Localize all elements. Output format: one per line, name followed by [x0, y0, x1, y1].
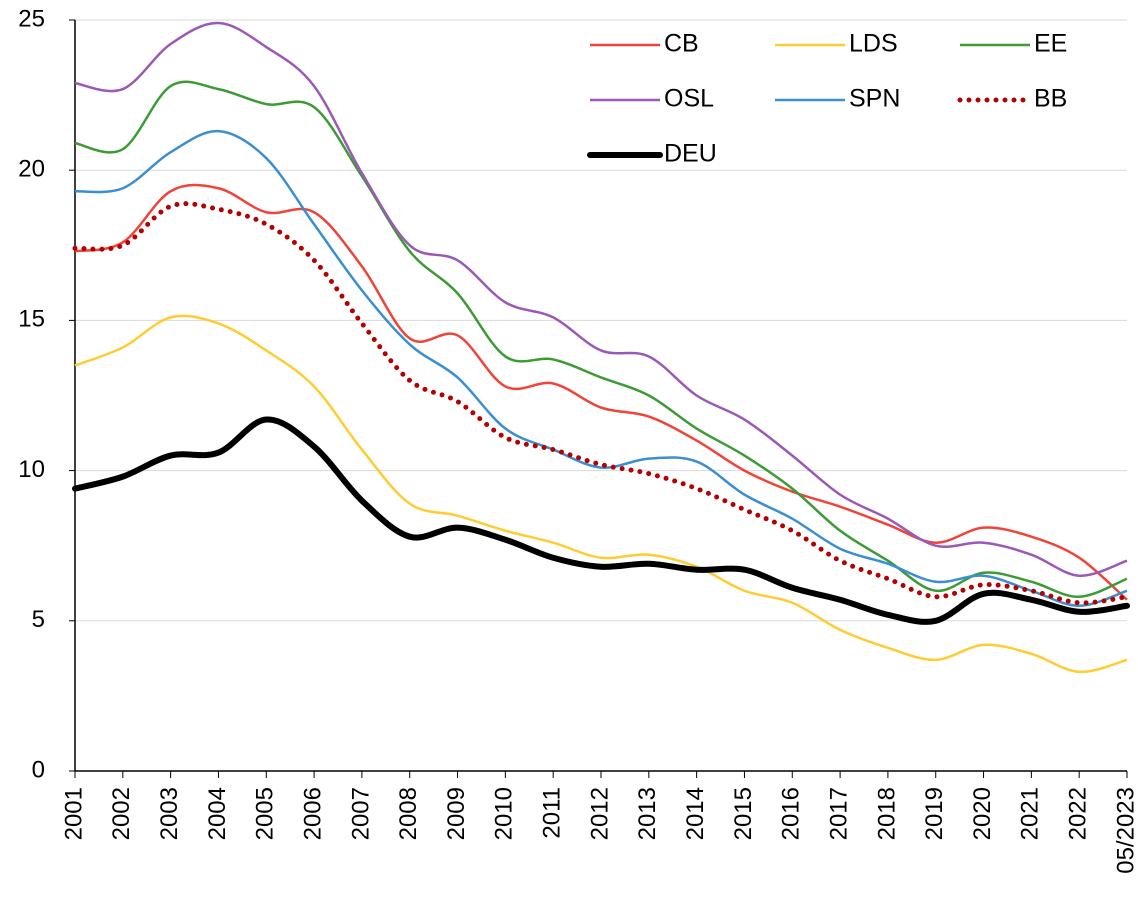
y-tick-label: 15 — [18, 306, 45, 333]
x-tick-label: 2007 — [347, 787, 374, 840]
y-tick-label: 0 — [32, 756, 45, 783]
x-tick-label: 2004 — [204, 787, 231, 840]
legend: CB LDS EE OSL SPN BB DEU — [587, 30, 1067, 168]
x-tick-label: 2014 — [682, 787, 709, 840]
x-tick-label: 2003 — [156, 787, 183, 840]
x-tick-label: 2005 — [252, 787, 279, 840]
x-tick-label: 2017 — [825, 787, 852, 840]
x-tick-label: 2022 — [1065, 787, 1092, 840]
x-tick-label: 2008 — [395, 787, 422, 840]
x-tick-label: 2009 — [443, 787, 470, 840]
series-line — [74, 80, 1128, 599]
x-tick-label: 2010 — [491, 787, 518, 840]
series-line — [72, 201, 1130, 606]
legend-label: DEU — [664, 140, 717, 168]
legend-label: CB — [664, 30, 699, 58]
x-tick-label: 2016 — [778, 787, 805, 840]
x-tick-label: 2001 — [60, 787, 87, 840]
legend-label: LDS — [849, 30, 898, 58]
x-tick-label: 2015 — [730, 787, 757, 840]
series-line — [72, 416, 1130, 625]
x-tick-label: 2019 — [921, 787, 948, 840]
legend-label: OSL — [664, 85, 714, 113]
x-tick-label: 2006 — [299, 787, 326, 840]
legend-label: BB — [1034, 85, 1067, 113]
series-line — [74, 314, 1128, 674]
x-tick-label: 2018 — [873, 787, 900, 840]
x-tick-label: 2011 — [539, 787, 566, 839]
y-tick-label: 5 — [32, 606, 45, 633]
y-tick-label: 10 — [18, 456, 45, 483]
x-tick-label: 05/2023 — [1112, 787, 1138, 874]
series-line — [74, 129, 1128, 608]
x-tick-label: 2013 — [634, 787, 661, 840]
x-tick-label: 2002 — [108, 787, 135, 840]
y-tick-label: 25 — [18, 5, 45, 32]
y-tick-label: 20 — [18, 156, 45, 183]
legend-label: EE — [1034, 30, 1067, 58]
x-tick-label: 2020 — [969, 787, 996, 840]
series-line — [74, 21, 1128, 577]
x-tick-label: 2021 — [1017, 787, 1044, 840]
legend-label: SPN — [849, 85, 900, 113]
x-tick-label: 2012 — [586, 787, 613, 840]
series-line — [74, 183, 1128, 601]
